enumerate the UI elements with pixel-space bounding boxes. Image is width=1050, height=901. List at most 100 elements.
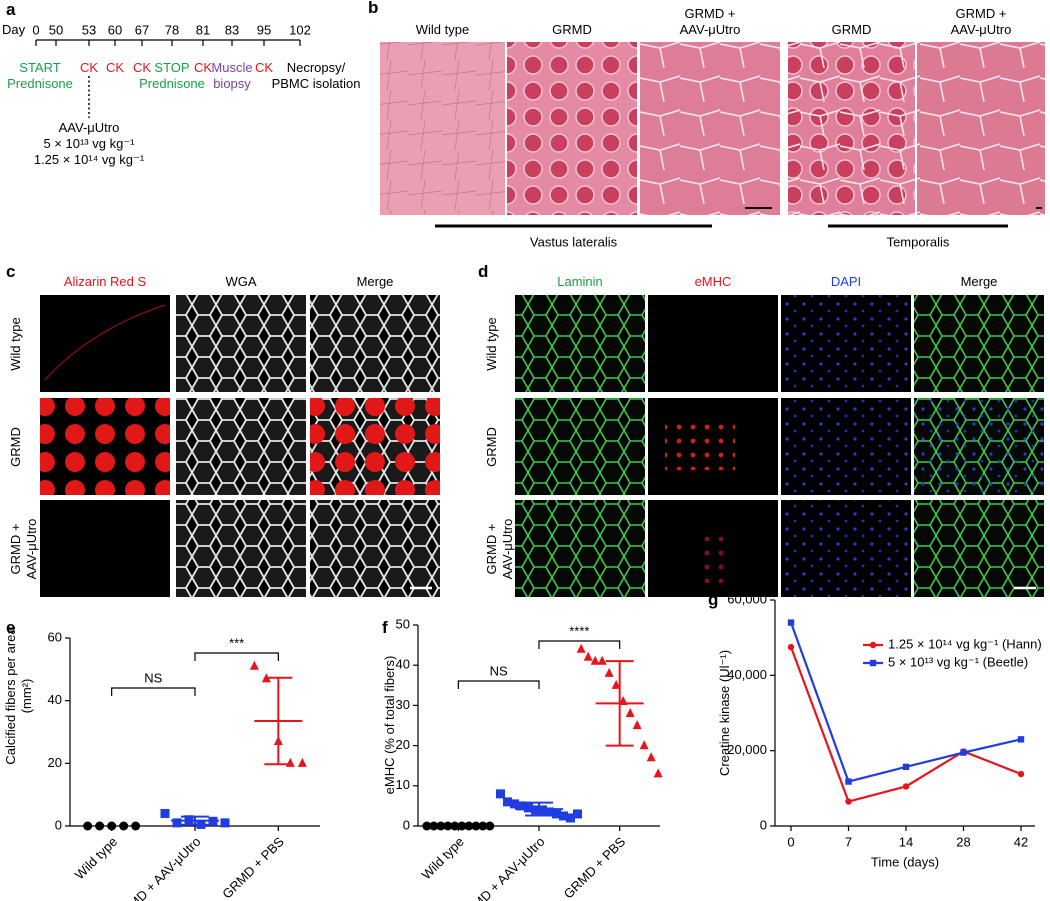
group-label: Temporalis (887, 234, 950, 249)
significance-label: *** (229, 635, 244, 650)
timeline-day: 81 (196, 22, 210, 37)
data-point (625, 708, 635, 718)
histology-column-label-line: AAV-μUtro (679, 22, 741, 37)
data-point (597, 655, 607, 665)
histology-column-label-line: GRMD (831, 22, 872, 37)
data-point (1017, 770, 1025, 778)
data-point (450, 821, 460, 831)
data-point (566, 813, 575, 823)
stain-row-label: GRMD + AAV-μUtro (8, 499, 40, 599)
timeline-event: START Prednisone (0, 60, 90, 92)
x-tick-label: GRMD + AAV-μUtro (456, 834, 548, 901)
histology-image (788, 42, 915, 215)
stain-row-label: Wild type (8, 294, 40, 394)
significance-bracket (194, 652, 279, 661)
timeline-event: STOP Prednisone (122, 60, 222, 92)
data-point (478, 821, 488, 831)
panel-letter: b (368, 0, 379, 17)
data-point (160, 808, 170, 818)
data-point (653, 768, 663, 778)
data-point (119, 821, 129, 831)
legend-label: 1.25 × 10¹⁴ vg kg⁻¹ (Hann) (888, 636, 1042, 651)
data-point (845, 798, 852, 805)
y-tick-label: 0 (55, 817, 62, 832)
stain-row-label-line: Wild type (8, 316, 23, 371)
stain-image (515, 295, 645, 392)
stain-signal (665, 420, 735, 470)
injection-text-line: 5 × 10¹³ vg kg⁻¹ (43, 136, 135, 151)
x-tick-label: Wild type (418, 834, 466, 882)
timeline-day: 83 (225, 22, 239, 37)
timeline-event-line: START (19, 60, 61, 75)
stain-column-label: WGA (225, 274, 257, 289)
group-label: Vastus lateralis (530, 234, 618, 249)
stain-image (40, 398, 170, 495)
data-point (95, 821, 105, 831)
timeline-day: 78 (165, 22, 179, 37)
significance-label: NS (490, 663, 508, 678)
y-tick-label: 0 (760, 817, 767, 832)
data-point (590, 655, 600, 665)
data-point (297, 757, 307, 767)
stain-image (781, 500, 911, 597)
timeline-event: CK (214, 60, 314, 76)
timeline-event-line: biopsy (213, 76, 251, 91)
stain-row-label: GRMD + AAV-μUtro (484, 499, 516, 599)
data-point (639, 740, 649, 750)
significance-label: **** (569, 623, 589, 638)
timeline-event-line: PBMC isolation (271, 76, 361, 91)
y-tick-label: 40 (48, 692, 62, 707)
timeline-event: CK (92, 60, 192, 76)
stain-row-label-line: Wild type (484, 316, 499, 371)
stain-row-label-line: AAV-μUtro (500, 518, 515, 579)
data-point (172, 818, 182, 828)
stain-signal (44, 304, 166, 381)
timeline-event-line: Necropsy/ (286, 60, 346, 75)
data-point (559, 811, 568, 821)
timeline-event-line: CK (132, 60, 152, 75)
significance-bracket (538, 640, 621, 649)
data-point (646, 752, 656, 762)
y-tick-label: 20,000 (727, 742, 767, 757)
timeline-day: 102 (289, 22, 311, 37)
data-point (422, 821, 432, 831)
data-point (285, 757, 295, 767)
x-tick-label: Wild type (72, 834, 120, 882)
data-line (789, 646, 1022, 803)
data-point (485, 821, 495, 831)
timeline-day: 0 (32, 22, 39, 37)
data-point (503, 797, 512, 807)
stain-signal (700, 528, 730, 583)
x-tick-label: GRMD + PBS (219, 834, 287, 901)
timeline-event-line: Prednisone (7, 76, 73, 91)
timeline-event: CK (153, 60, 253, 76)
data-point (604, 667, 614, 677)
stain-image (914, 295, 1044, 392)
data-point (220, 818, 230, 828)
x-tick-label: 42 (1014, 834, 1028, 849)
stain-image (310, 398, 440, 495)
timeline-event: Necropsy/PBMC isolation (266, 60, 366, 92)
timeline-event-line: CK (254, 60, 274, 75)
stain-image (310, 500, 440, 597)
injection-text: AAV-μUtro 5 × 10¹³ vg kg⁻¹ 1.25 × 10¹⁴ vg … (29, 120, 149, 168)
stain-row-label-line: AAV-μUtro (24, 518, 39, 579)
legend-marker (869, 659, 877, 667)
panel-letter: g (708, 590, 719, 609)
x-tick-label: 7 (845, 834, 852, 849)
data-point (510, 799, 519, 809)
y-tick-label: 20 (396, 737, 410, 752)
data-point (632, 720, 642, 730)
legend-label: 5 × 10¹³ vg kg⁻¹ (Beetle) (888, 654, 1028, 669)
stain-column-label: Merge (356, 274, 394, 289)
y-tick-label: 40 (396, 657, 410, 672)
timeline-day: 60 (108, 22, 122, 37)
data-point (545, 807, 554, 817)
data-point (960, 749, 967, 756)
stain-image (914, 500, 1044, 597)
histology-column-label-line: GRMD (552, 22, 592, 37)
panel-letter: c (6, 262, 16, 281)
data-point (443, 821, 453, 831)
x-tick-label: 14 (899, 834, 913, 849)
stain-row-label-line: GRMD (484, 426, 499, 467)
